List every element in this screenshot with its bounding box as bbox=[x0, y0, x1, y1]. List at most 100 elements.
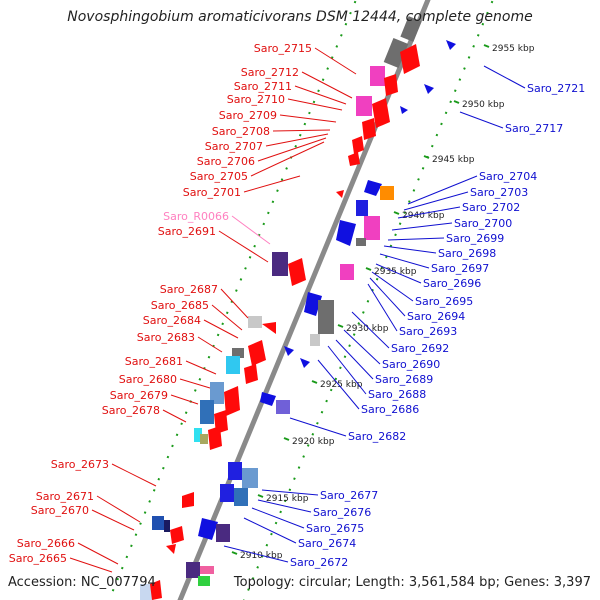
gene-label[interactable]: Saro_2691 bbox=[158, 225, 216, 238]
gene-label[interactable]: Saro_2672 bbox=[290, 556, 348, 569]
gene-label[interactable]: Saro_2670 bbox=[31, 504, 89, 517]
gene-block bbox=[186, 562, 200, 578]
gene-label[interactable]: Saro_2709 bbox=[219, 109, 277, 122]
gene-arrow bbox=[348, 152, 360, 166]
gene-label[interactable]: Saro_2697 bbox=[431, 262, 489, 275]
gene-label[interactable]: Saro_2665 bbox=[9, 552, 67, 565]
tick-mark bbox=[231, 551, 238, 555]
gene-label[interactable]: Saro_2689 bbox=[375, 373, 433, 386]
label-leader-line bbox=[301, 71, 353, 99]
gene-label[interactable]: Saro_2687 bbox=[160, 283, 218, 296]
label-leader-line bbox=[251, 507, 305, 529]
gene-label[interactable]: Saro_2706 bbox=[197, 155, 255, 168]
gene-label[interactable]: Saro_2675 bbox=[306, 522, 364, 535]
gene-label[interactable]: Saro_2695 bbox=[415, 295, 473, 308]
gene-label[interactable]: Saro_2671 bbox=[36, 490, 94, 503]
gene-label[interactable]: Saro_R0066 bbox=[163, 210, 229, 223]
label-leader-line bbox=[369, 277, 406, 317]
tick-label: 2940 kbp bbox=[402, 211, 445, 221]
gene-label[interactable]: Saro_2700 bbox=[454, 217, 512, 230]
gene-arrow bbox=[424, 84, 434, 94]
gene-label[interactable]: Saro_2705 bbox=[190, 170, 248, 183]
gene-label[interactable]: Saro_2694 bbox=[407, 310, 465, 323]
gene-block bbox=[400, 16, 422, 42]
gene-label[interactable]: Saro_2673 bbox=[51, 458, 109, 471]
gene-label[interactable]: Saro_2701 bbox=[183, 186, 241, 199]
gene-label[interactable]: Saro_2696 bbox=[423, 277, 481, 290]
tick-label: 2950 kbp bbox=[462, 100, 505, 110]
gene-label[interactable]: Saro_2677 bbox=[320, 489, 378, 502]
gene-block bbox=[356, 200, 368, 216]
gene-arrow bbox=[336, 220, 356, 246]
gene-block bbox=[310, 334, 320, 346]
gene-label[interactable]: Saro_2693 bbox=[399, 325, 457, 338]
gene-label[interactable]: Saro_2688 bbox=[368, 388, 426, 401]
gene-label[interactable]: Saro_2680 bbox=[119, 373, 177, 386]
label-leader-line bbox=[327, 345, 367, 395]
gene-arrow bbox=[372, 98, 390, 128]
gene-block bbox=[200, 434, 208, 444]
gene-label[interactable]: Saro_2683 bbox=[137, 331, 195, 344]
label-leader-line bbox=[162, 409, 187, 423]
gene-label[interactable]: Saro_2676 bbox=[313, 506, 371, 519]
right-gene-track bbox=[186, 40, 456, 586]
gene-label[interactable]: Saro_2681 bbox=[125, 355, 183, 368]
gene-label[interactable]: Saro_2682 bbox=[348, 430, 406, 443]
gene-label[interactable]: Saro_2703 bbox=[470, 186, 528, 199]
gene-block bbox=[356, 96, 372, 116]
gene-label[interactable]: Saro_2686 bbox=[361, 403, 419, 416]
gene-label[interactable]: Saro_2666 bbox=[17, 537, 75, 550]
gene-block bbox=[200, 400, 214, 424]
tick-mark bbox=[393, 211, 400, 215]
genome-summary-text: Topology: circular; Length: 3,561,584 bp… bbox=[233, 575, 591, 590]
gene-label[interactable]: Saro_2685 bbox=[151, 299, 209, 312]
tick-mark bbox=[311, 380, 318, 384]
gene-label[interactable]: Saro_2702 bbox=[462, 201, 520, 214]
gene-label[interactable]: Saro_2712 bbox=[241, 66, 299, 79]
label-leader-line bbox=[261, 489, 319, 496]
gene-label[interactable]: Saro_2684 bbox=[143, 314, 201, 327]
gene-label[interactable]: Saro_2708 bbox=[212, 125, 270, 138]
gene-label[interactable]: Saro_2710 bbox=[227, 93, 285, 106]
label-leader-line bbox=[294, 85, 347, 105]
tick-label: 2925 kbp bbox=[320, 380, 363, 390]
gene-label[interactable]: Saro_2707 bbox=[205, 140, 263, 153]
label-leader-line bbox=[397, 206, 461, 219]
gene-arrow bbox=[400, 106, 408, 114]
tick-mark bbox=[365, 267, 372, 271]
gene-label[interactable]: Saro_2699 bbox=[446, 232, 504, 245]
tick-mark bbox=[423, 155, 430, 159]
gene-label[interactable]: Saro_2715 bbox=[254, 42, 312, 55]
label-leader-line bbox=[375, 263, 422, 284]
gene-block bbox=[152, 516, 164, 530]
gene-label[interactable]: Saro_2717 bbox=[505, 122, 563, 135]
label-leader-line bbox=[96, 495, 141, 523]
gene-arrow bbox=[364, 180, 382, 196]
gene-block bbox=[364, 216, 380, 240]
tick-mark bbox=[283, 437, 290, 441]
gene-arrow bbox=[288, 258, 306, 286]
label-leader-line bbox=[335, 339, 374, 380]
label-leader-line bbox=[391, 222, 453, 231]
gene-label[interactable]: Saro_2721 bbox=[527, 82, 585, 95]
label-leader-line bbox=[243, 517, 297, 544]
genome-title: Novosphingobium aromaticivorans DSM 1244… bbox=[67, 9, 533, 25]
gene-arrow bbox=[248, 340, 266, 366]
gene-label[interactable]: Saro_2698 bbox=[438, 247, 496, 260]
gene-label[interactable]: Saro_2679 bbox=[110, 389, 168, 402]
gene-label[interactable]: Saro_2692 bbox=[391, 342, 449, 355]
gene-label[interactable]: Saro_2674 bbox=[298, 537, 356, 550]
gene-label[interactable]: Saro_2690 bbox=[382, 358, 440, 371]
label-leader-line bbox=[287, 98, 343, 111]
gene-block bbox=[226, 356, 240, 374]
label-leader-line bbox=[111, 463, 157, 487]
tick-label: 2915 kbp bbox=[266, 494, 309, 504]
label-leader-line bbox=[69, 557, 113, 573]
gene-arrow bbox=[300, 358, 310, 368]
gene-label[interactable]: Saro_2704 bbox=[479, 170, 537, 183]
gene-label[interactable]: Saro_2678 bbox=[102, 404, 160, 417]
label-leader-line bbox=[317, 359, 360, 410]
label-leader-line bbox=[203, 319, 239, 339]
gene-arrow bbox=[262, 322, 276, 334]
gene-label[interactable]: Saro_2711 bbox=[234, 80, 292, 93]
